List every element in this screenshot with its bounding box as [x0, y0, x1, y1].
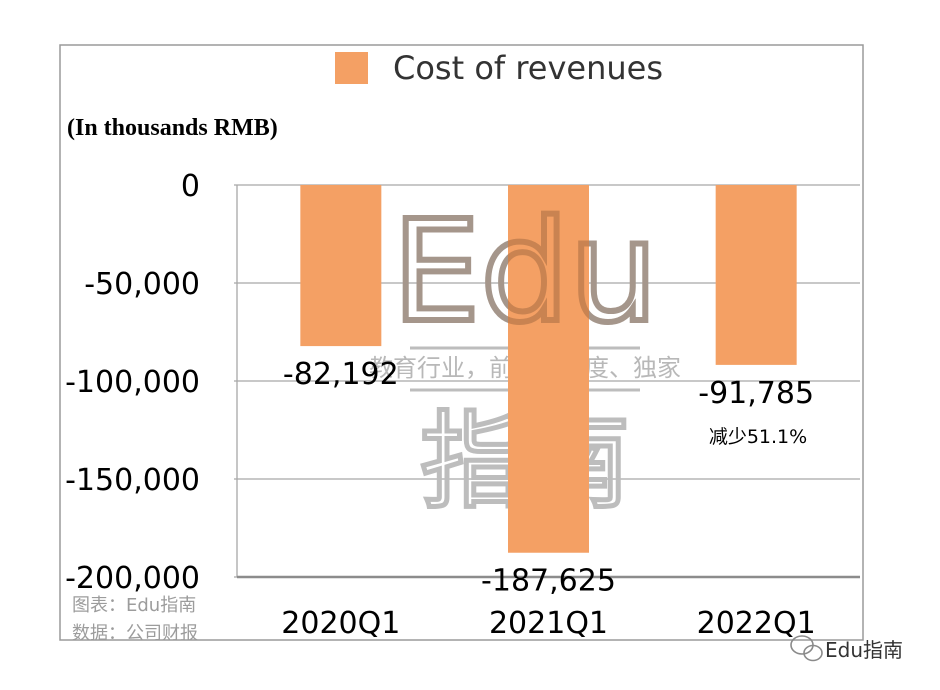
legend-swatch	[335, 52, 368, 84]
data-label-2020Q1: -82,192	[283, 357, 399, 392]
y-tick-label-1: -50,000	[84, 267, 200, 302]
x-tick-label-2021Q1: 2021Q1	[489, 606, 608, 641]
bars	[300, 185, 797, 553]
y-tick-labels: 0 -50,000 -100,000 -150,000 -200,000	[65, 169, 200, 596]
legend: Cost of revenues	[335, 49, 663, 87]
data-label-2021Q1: -187,625	[481, 564, 616, 599]
bar-2022Q1	[715, 185, 797, 365]
change-annotation: 减少51.1%	[709, 426, 807, 448]
y-tick-label-2: -100,000	[65, 365, 200, 400]
watermark-overlay: Edu	[389, 188, 661, 357]
bar-2020Q1	[300, 185, 382, 347]
x-tick-label-2022Q1: 2022Q1	[697, 606, 816, 641]
x-tick-label-2020Q1: 2020Q1	[281, 606, 400, 641]
watermark-edu-overlay: Edu	[392, 191, 658, 354]
unit-label: (In thousands RMB)	[67, 115, 278, 141]
bar-2021Q1	[508, 185, 589, 553]
legend-label: Cost of revenues	[393, 49, 663, 87]
data-labels: -82,192 -187,625 -91,785	[283, 357, 814, 599]
source-chart: 图表：Edu指南	[72, 595, 196, 616]
brand-label: Edu指南	[825, 638, 903, 662]
data-label-2022Q1: -91,785	[698, 376, 814, 411]
wechat-icon	[790, 635, 823, 662]
source-data: 数据：公司财报	[72, 623, 198, 644]
y-tick-label-4: -200,000	[65, 561, 200, 596]
y-tick-label-3: -150,000	[65, 463, 200, 498]
y-tick-label-0: 0	[181, 169, 200, 204]
brand-mark: Edu指南	[790, 635, 903, 662]
x-tick-labels: 2020Q1 2021Q1 2022Q1	[281, 606, 815, 641]
